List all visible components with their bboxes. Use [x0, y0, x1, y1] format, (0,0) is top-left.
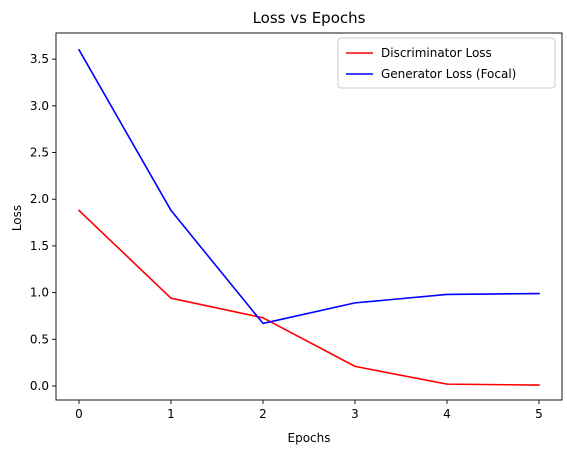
x-tick-label: 3: [351, 407, 359, 421]
legend-label-1: Generator Loss (Focal): [381, 67, 516, 81]
axes-frame: [55, 32, 563, 401]
y-tick-label: 3.5: [30, 52, 49, 66]
y-tick-label: 0.5: [30, 332, 49, 346]
y-tick-label: 2.0: [30, 192, 49, 206]
x-tick-label: 5: [535, 407, 543, 421]
y-tick-label: 0.0: [30, 379, 49, 393]
x-tick-label: 0: [75, 407, 83, 421]
x-tick-label: 1: [167, 407, 175, 421]
legend-label-0: Discriminator Loss: [381, 46, 492, 60]
legend-box: [337, 37, 556, 89]
y-tick-label: 3.0: [30, 99, 49, 113]
y-axis-label: Loss: [10, 205, 24, 231]
x-tick-label: 2: [259, 407, 267, 421]
chart-title: Loss vs Epochs: [253, 9, 366, 27]
x-axis-label: Epochs: [288, 431, 331, 445]
x-tick-label: 4: [443, 407, 451, 421]
legend: Discriminator Loss Generator Loss (Focal): [337, 37, 556, 89]
y-tick-label: 2.5: [30, 146, 49, 160]
series-line-0: [77, 209, 540, 386]
series-line-1: [77, 48, 540, 325]
y-tick-label: 1.5: [30, 239, 49, 253]
y-tick-label: 1.0: [30, 286, 49, 300]
plot-area: 0 1 2 3 4 5 0.0 0.5 1.0 1.5 2.0 2.5 3.0 3.5: [30, 32, 563, 421]
